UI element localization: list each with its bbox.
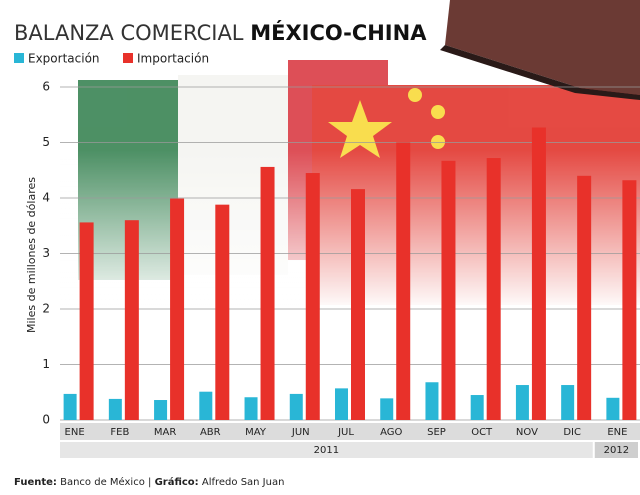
source-label: Fuente:	[14, 477, 57, 488]
x-tick-label: AGO	[380, 427, 402, 438]
y-tick-label: 0	[42, 413, 50, 427]
category-band	[60, 423, 640, 440]
bar	[396, 142, 411, 420]
bar	[63, 393, 77, 420]
bar	[470, 395, 484, 420]
bar	[622, 180, 637, 420]
bar	[79, 222, 94, 420]
bar	[577, 175, 592, 420]
x-tick-label: OCT	[471, 427, 493, 438]
bar	[199, 391, 213, 420]
year-label: 2012	[604, 445, 629, 456]
year-band	[60, 442, 593, 458]
bar	[561, 385, 575, 420]
bar	[260, 166, 275, 420]
legend-swatch	[14, 53, 24, 63]
container-image	[440, 0, 640, 100]
bar	[380, 398, 394, 420]
flags-background	[60, 60, 640, 310]
credit: Alfredo San Juan	[202, 477, 285, 488]
bar	[154, 400, 168, 420]
bar	[486, 158, 501, 421]
bar	[170, 198, 185, 420]
bar	[335, 388, 348, 420]
bar	[425, 382, 439, 420]
bar	[515, 385, 529, 420]
bar	[441, 160, 456, 420]
source: Banco de México	[60, 476, 145, 488]
bar	[351, 189, 365, 420]
bar	[108, 398, 122, 420]
x-tick-label: ENE	[607, 427, 627, 438]
bar	[124, 220, 139, 420]
y-tick-label: 5	[42, 135, 50, 149]
year-band	[594, 442, 638, 458]
bar	[215, 204, 230, 420]
footer: Fuente: Banco de México | Gráfico: Alfre…	[14, 476, 284, 488]
y-tick-label: 4	[42, 191, 50, 205]
title-bold: MÉXICO-CHINA	[250, 20, 427, 45]
x-tick-label: MAY	[245, 427, 267, 438]
legend: Exportación Importación	[14, 52, 209, 66]
x-tick-label: JUN	[291, 427, 310, 438]
y-tick-label: 2	[42, 302, 50, 316]
chart-title: BALANZA COMERCIAL MÉXICO-CHINA	[14, 20, 427, 45]
x-tick-label: DIC	[563, 427, 581, 438]
title-light: BALANZA COMERCIAL	[14, 21, 244, 45]
year-label: 2011	[314, 445, 339, 456]
y-tick-label: 3	[42, 246, 50, 260]
x-tick-label: NOV	[516, 427, 538, 438]
x-tick-label: FEB	[110, 427, 129, 438]
x-tick-label: MAR	[154, 427, 176, 438]
bar	[244, 397, 258, 420]
legend-label: Exportación	[28, 52, 100, 66]
y-axis-label: Miles de millones de dólares	[25, 177, 38, 333]
credit-label: Gráfico:	[155, 476, 199, 488]
x-tick-label: JUL	[337, 427, 354, 438]
bar	[289, 393, 303, 420]
y-tick-label: 6	[42, 80, 50, 94]
x-tick-label: ABR	[200, 427, 221, 438]
bar	[531, 127, 546, 420]
x-tick-label: ENE	[65, 427, 85, 438]
legend-label: Importación	[137, 52, 209, 66]
bar	[305, 173, 320, 420]
legend-swatch	[123, 53, 133, 63]
bar	[606, 397, 620, 420]
y-tick-label: 1	[42, 357, 50, 371]
x-tick-label: SEP	[427, 427, 446, 438]
